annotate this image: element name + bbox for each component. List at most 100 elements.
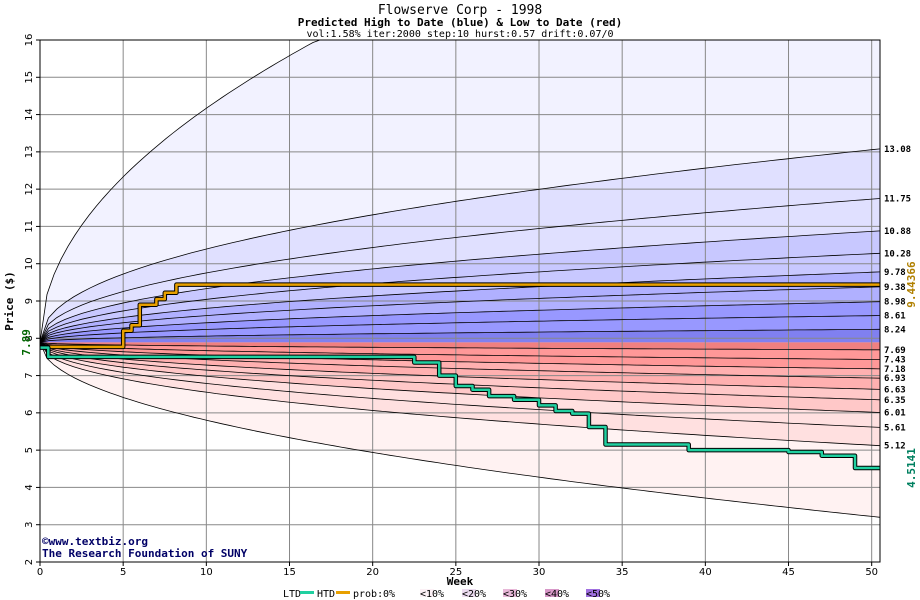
level-label-12: 6.93 bbox=[884, 374, 906, 384]
lower-prob-band-6 bbox=[40, 342, 880, 369]
fan-line-6 bbox=[39, 301, 881, 343]
legend-ltd-swatch bbox=[300, 591, 314, 594]
x-tick-label-6: 30 bbox=[533, 567, 546, 578]
level-label-5: 9.38 bbox=[884, 283, 906, 293]
lower-prob-band-4 bbox=[40, 342, 880, 390]
fan-line-3 bbox=[39, 252, 881, 343]
series-line-htd bbox=[40, 283, 880, 349]
y-tick-label-5: 7 bbox=[24, 372, 35, 378]
y-tick-label-2: 4 bbox=[24, 484, 35, 490]
fan-line-4 bbox=[39, 271, 881, 343]
legend: LTD HTD prob: 0% <10% <20% <30% <40% <50… bbox=[283, 589, 610, 600]
fan-line-1 bbox=[39, 198, 881, 343]
fan-line-0 bbox=[39, 148, 881, 343]
fan-line-15 bbox=[39, 342, 881, 413]
x-tick-label-9: 45 bbox=[782, 567, 795, 578]
y-tick-label-0: 2 bbox=[24, 559, 35, 565]
lower-prob-band-0 bbox=[40, 342, 880, 446]
lower-envelope-line bbox=[39, 342, 881, 518]
fan-line-17 bbox=[39, 342, 881, 447]
upper-prob-band-6 bbox=[40, 301, 880, 343]
x-tick-label-10: 50 bbox=[865, 567, 878, 578]
x-tick-label-5: 25 bbox=[449, 567, 462, 578]
level-label-4: 9.78 bbox=[884, 268, 906, 278]
legend-htd-swatch bbox=[336, 591, 350, 594]
legend-band-1 bbox=[420, 589, 434, 597]
legend-band-0 bbox=[383, 589, 395, 597]
y-axis-ticks: 2 3 4 5 6 7 8 9 10 11 12 13 14 15 16 bbox=[24, 34, 40, 565]
fan-line-5 bbox=[39, 286, 881, 343]
fan-lines bbox=[39, 39, 881, 518]
legend-band-2 bbox=[462, 589, 476, 597]
y-tick-label-10: 12 bbox=[24, 183, 35, 196]
level-label-16: 5.61 bbox=[884, 423, 906, 433]
lower-prob-band-2 bbox=[40, 342, 880, 413]
legend-ltd-label: LTD bbox=[283, 589, 301, 600]
upper-prob-band-0 bbox=[40, 148, 880, 343]
y-tick-label-4: 6 bbox=[24, 410, 35, 416]
x-axis-ticks: 0 5 10 15 20 25 30 35 40 45 50 bbox=[37, 562, 878, 578]
level-label-17: 5.12 bbox=[884, 442, 906, 452]
legend-htd-label: HTD bbox=[317, 589, 335, 600]
legend-band-5 bbox=[586, 589, 600, 597]
fan-line-11 bbox=[39, 342, 881, 370]
y-tick-label-6: 8 bbox=[24, 335, 35, 341]
credit-organization: The Research Foundation of SUNY bbox=[42, 547, 248, 560]
x-tick-label-1: 5 bbox=[120, 567, 126, 578]
level-label-8: 8.24 bbox=[884, 325, 906, 335]
upper-prob-band-2 bbox=[40, 230, 880, 343]
legend-prob-label: prob: bbox=[353, 589, 383, 600]
x-axis-label: Week bbox=[447, 575, 474, 588]
credit-website: ©www.textbiz.org bbox=[42, 535, 148, 548]
y-tick-label-3: 5 bbox=[24, 447, 35, 453]
upper-prob-band-8 bbox=[40, 329, 880, 343]
level-label-1: 11.75 bbox=[884, 194, 911, 204]
level-label-10: 7.43 bbox=[884, 356, 906, 366]
x-tick-label-7: 35 bbox=[616, 567, 629, 578]
fan-line-8 bbox=[39, 328, 881, 343]
fan-line-2 bbox=[39, 230, 881, 343]
fan-line-13 bbox=[39, 342, 881, 390]
legend-item-3: <30% bbox=[503, 589, 527, 600]
level-label-15: 6.01 bbox=[884, 408, 906, 418]
fan-line-9 bbox=[39, 342, 880, 351]
x-tick-label-4: 20 bbox=[366, 567, 379, 578]
x-tick-label-0: 0 bbox=[37, 567, 43, 578]
start-price-label: 7.89 bbox=[20, 329, 33, 356]
upper-prob-band-1 bbox=[40, 198, 880, 343]
htd-end-label: 9.44366 bbox=[905, 261, 918, 308]
level-label-9: 7.69 bbox=[884, 346, 906, 356]
series-lines bbox=[40, 282, 880, 471]
level-label-0: 13.08 bbox=[884, 145, 911, 155]
series-line-ltd bbox=[40, 346, 880, 470]
y-tick-label-1: 3 bbox=[24, 522, 35, 528]
level-label-14: 6.35 bbox=[884, 396, 906, 406]
lower-prob-band-1 bbox=[40, 342, 880, 428]
chart-title: Flowserve Corp - 1998 bbox=[378, 3, 542, 18]
y-tick-label-8: 10 bbox=[24, 257, 35, 270]
y-tick-label-11: 13 bbox=[24, 145, 35, 158]
legend-item-4: <40% bbox=[545, 589, 569, 600]
legend-item-0: 0% bbox=[383, 589, 395, 600]
level-label-6: 8.98 bbox=[884, 298, 906, 308]
y-axis-label: Price ($) bbox=[3, 271, 16, 331]
level-label-7: 8.61 bbox=[884, 312, 906, 322]
x-tick-label-8: 40 bbox=[699, 567, 712, 578]
fan-line-16 bbox=[39, 342, 881, 428]
probability-bands bbox=[40, 40, 880, 518]
ltd-end-label: 4.5141 bbox=[905, 448, 918, 488]
level-label-11: 7.18 bbox=[884, 365, 906, 375]
right-level-labels: 13.08 11.75 10.88 10.28 9.78 9.38 8.98 8.61 8.24… bbox=[884, 145, 911, 452]
lower-prob-band-8 bbox=[40, 342, 880, 350]
legend-item-1: <10% bbox=[420, 589, 444, 600]
fan-line-7 bbox=[39, 315, 881, 343]
legend-band-4 bbox=[545, 589, 559, 597]
upper-prob-band-7 bbox=[40, 315, 880, 343]
x-tick-label-3: 15 bbox=[283, 567, 296, 578]
level-label-2: 10.88 bbox=[884, 227, 911, 237]
legend-item-2: <20% bbox=[462, 589, 486, 600]
level-label-13: 6.63 bbox=[884, 385, 906, 395]
chart-params: vol:1.58% iter:2000 step:10 hurst:0.57 d… bbox=[306, 29, 613, 40]
level-label-3: 10.28 bbox=[884, 249, 911, 259]
